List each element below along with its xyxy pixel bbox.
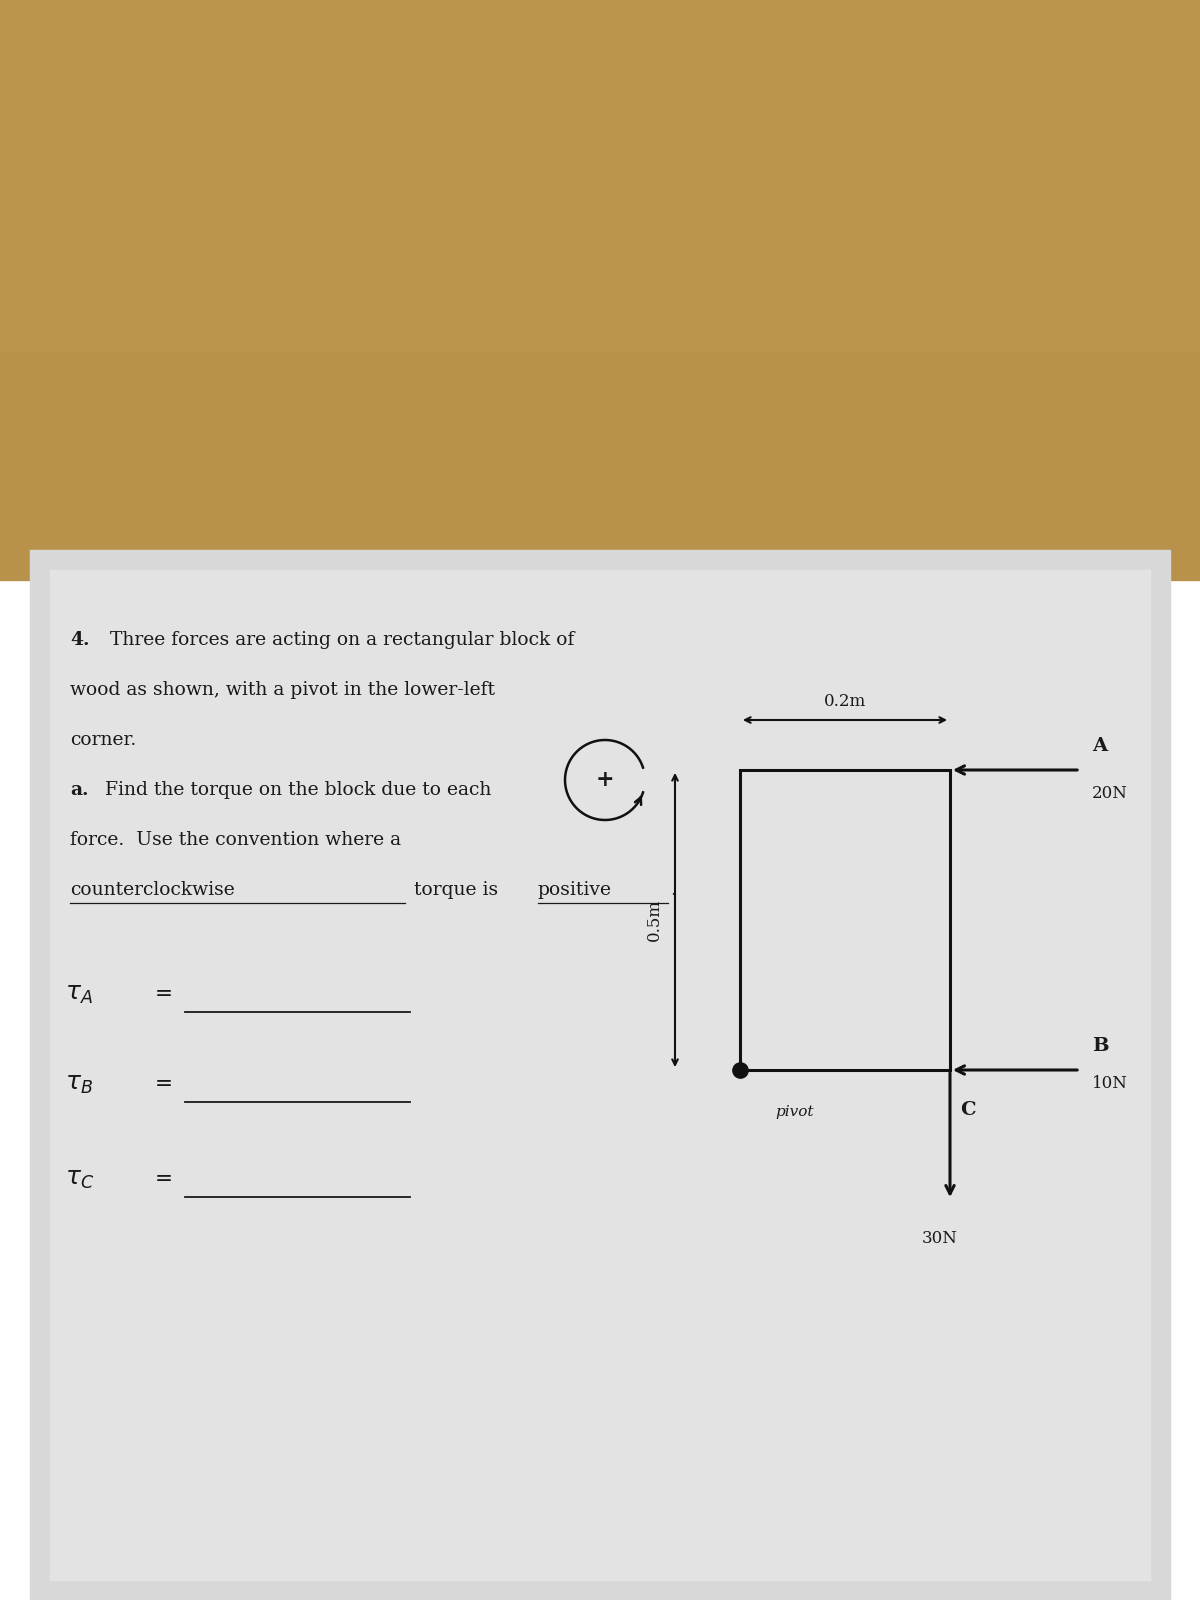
Text: 30N: 30N xyxy=(922,1230,958,1246)
Text: $\tau_C$: $\tau_C$ xyxy=(65,1166,95,1190)
Text: 20N: 20N xyxy=(1092,786,1128,802)
Text: 4.: 4. xyxy=(70,630,90,650)
Text: force.  Use the convention where a: force. Use the convention where a xyxy=(70,830,401,850)
Text: B: B xyxy=(1092,1037,1109,1054)
Text: pivot: pivot xyxy=(775,1106,815,1118)
Text: $\tau_B$: $\tau_B$ xyxy=(65,1072,92,1096)
Text: =: = xyxy=(155,1074,173,1094)
Text: +: + xyxy=(595,770,614,790)
Bar xyxy=(740,770,950,1070)
Text: 0.5m: 0.5m xyxy=(646,899,662,941)
Text: positive: positive xyxy=(538,882,612,899)
Bar xyxy=(50,570,1150,1581)
Bar xyxy=(30,550,1170,1600)
Text: A: A xyxy=(1092,738,1108,755)
Text: torque is: torque is xyxy=(408,882,504,899)
Text: Find the torque on the block due to each: Find the torque on the block due to each xyxy=(106,781,491,798)
Text: Three forces are acting on a rectangular block of: Three forces are acting on a rectangular… xyxy=(110,630,575,650)
Text: wood as shown, with a pivot in the lower-left: wood as shown, with a pivot in the lower… xyxy=(70,682,496,699)
Bar xyxy=(0,0,1200,350)
Text: corner.: corner. xyxy=(70,731,137,749)
Text: =: = xyxy=(155,982,173,1005)
Text: =: = xyxy=(155,1168,173,1190)
Text: .: . xyxy=(670,882,676,899)
Text: counterclockwise: counterclockwise xyxy=(70,882,235,899)
Text: a.: a. xyxy=(70,781,89,798)
Text: C: C xyxy=(960,1101,976,1118)
Text: 10N: 10N xyxy=(1092,1075,1128,1091)
Bar xyxy=(0,0,1200,581)
Text: 0.2m: 0.2m xyxy=(824,693,866,710)
Text: $\tau_A$: $\tau_A$ xyxy=(65,982,92,1006)
